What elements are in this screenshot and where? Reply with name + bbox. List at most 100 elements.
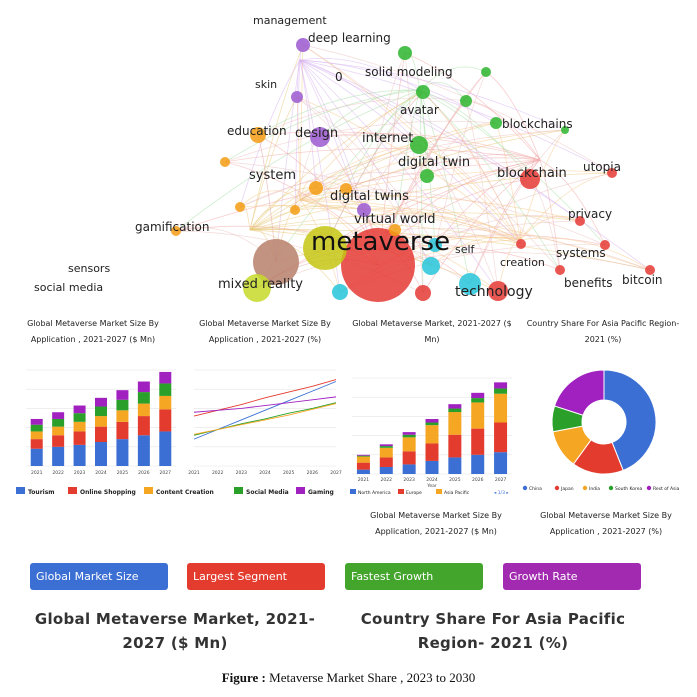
- bar-segment: [30, 424, 43, 432]
- network-edge: [319, 132, 541, 161]
- legend-swatch: [646, 485, 652, 491]
- big-title-left: Global Metaverse Market, 2021-2027 ($ Mn…: [34, 610, 316, 652]
- network-edge: [249, 212, 581, 231]
- network-node: [171, 226, 181, 236]
- network-keyword-label: skin: [255, 78, 277, 91]
- growth-rate-button[interactable]: Growth Rate: [503, 563, 641, 590]
- bar-segment: [52, 426, 65, 436]
- network-edge: [485, 71, 541, 161]
- network-edge: [418, 144, 499, 292]
- legend-label: Gaming: [308, 489, 334, 496]
- bar-segment: [402, 432, 416, 435]
- network-edge: [299, 59, 613, 174]
- network-node: [428, 238, 442, 252]
- chart3-stacked-bar: 2021 2022 2023 2024 2025 2026 2027 Year North Am…: [350, 377, 512, 496]
- chart1-2-legend: Tourism Online Shopping Content Creation So…: [16, 487, 334, 496]
- network-keyword-label: blockchain: [497, 166, 567, 181]
- bar-segment: [379, 446, 393, 448]
- bar-segment: [356, 455, 370, 457]
- legend-swatch: [234, 487, 243, 494]
- x-tick-label: 2025: [283, 470, 295, 476]
- chart6-caption: Global Metaverse Market Size By Applicat…: [540, 511, 672, 536]
- network-keyword-label: system: [249, 168, 296, 183]
- network-keyword-label: digital twins: [330, 189, 409, 204]
- bar-segment: [137, 381, 150, 393]
- network-keyword-label: benefits: [564, 276, 613, 290]
- bar-segment: [425, 460, 439, 474]
- bar-segment: [448, 457, 462, 474]
- bar-segment: [116, 410, 129, 422]
- network-edge: [296, 96, 436, 246]
- network-node: [490, 117, 502, 129]
- network-node: [235, 202, 245, 212]
- bar-segment: [73, 431, 86, 445]
- x-tick-label: 2025: [449, 477, 461, 483]
- bar-segment: [494, 422, 508, 453]
- pie-slice: [553, 369, 605, 416]
- network-edge: [299, 129, 566, 201]
- legend-swatch: [554, 485, 560, 491]
- network-node: [250, 127, 266, 143]
- legend-label: South Korea: [615, 486, 643, 492]
- network-keyword-label: avatar: [400, 103, 439, 117]
- network-keyword-label: 0: [335, 70, 343, 84]
- network-edge: [302, 44, 561, 271]
- network-edge: [299, 59, 499, 292]
- bar-segment: [356, 454, 370, 456]
- network-node: [220, 157, 230, 167]
- bar-segment: [159, 371, 172, 384]
- chart5-caption: Global Metaverse Market Size By Applicat…: [370, 511, 502, 536]
- network-edge: [175, 159, 541, 232]
- legend-label: Tourism: [28, 489, 55, 496]
- chart2-line: 2021 2022 2023 2024 2025 2026 2027: [188, 369, 342, 476]
- bar-segment: [52, 412, 65, 419]
- legend-label: Japan: [560, 486, 574, 492]
- network-node: [555, 265, 565, 275]
- chart2-caption: Global Metaverse Market Size By Applicat…: [199, 319, 331, 344]
- bar-segment: [448, 412, 462, 435]
- bar-segment: [95, 397, 107, 407]
- figure-caption-text: Metaverse Market Share , 2023 to 2030: [269, 670, 476, 685]
- network-keyword-label: education: [227, 124, 287, 138]
- bar-segment: [425, 443, 439, 461]
- network-node: [389, 224, 401, 236]
- network-node: [398, 46, 412, 60]
- series-line: [193, 403, 337, 435]
- network-node: [290, 205, 300, 215]
- x-tick-label: 2021: [358, 477, 370, 483]
- legend-label: Social Media: [246, 489, 289, 496]
- bar-segment: [30, 448, 43, 466]
- fastest-growth-button[interactable]: Fastest Growth: [345, 563, 483, 590]
- largest-segment-button[interactable]: Largest Segment: [187, 563, 325, 590]
- network-keyword-label: mixed reality: [218, 277, 303, 292]
- network-keyword-label: virtual world: [354, 212, 436, 227]
- bar-segment: [137, 392, 150, 404]
- bar-segment: [95, 426, 107, 442]
- network-edge: [299, 199, 432, 267]
- bar-segment: [137, 416, 150, 436]
- network-edge: [257, 89, 421, 136]
- network-edge: [249, 96, 298, 231]
- network-node: [303, 226, 347, 270]
- bar-segment: [379, 447, 393, 458]
- legend-swatch: [144, 487, 153, 494]
- network-edge: [434, 215, 581, 246]
- network-keyword-label: solid modeling: [365, 65, 453, 79]
- pie-slice: [603, 369, 657, 471]
- legend-swatch: [68, 487, 77, 494]
- network-edge: [296, 96, 521, 241]
- bar-segment: [73, 405, 86, 414]
- chart1-caption: Global Metaverse Market Size By Applicat…: [27, 319, 159, 344]
- bar-segment: [159, 431, 172, 466]
- x-tick-label: 2023: [403, 477, 415, 483]
- network-node: [561, 126, 569, 134]
- global-market-size-button[interactable]: Global Market Size: [30, 563, 168, 590]
- network-edge: [465, 100, 499, 292]
- network-keyword-label: blockchains: [502, 117, 573, 131]
- x-tick-label: 2022: [212, 470, 224, 476]
- network-edge: [519, 237, 651, 271]
- keyword-network: management deep learning 0 solid modeling sk…: [34, 14, 663, 302]
- network-edge: [249, 229, 341, 293]
- network-edge: [249, 205, 365, 231]
